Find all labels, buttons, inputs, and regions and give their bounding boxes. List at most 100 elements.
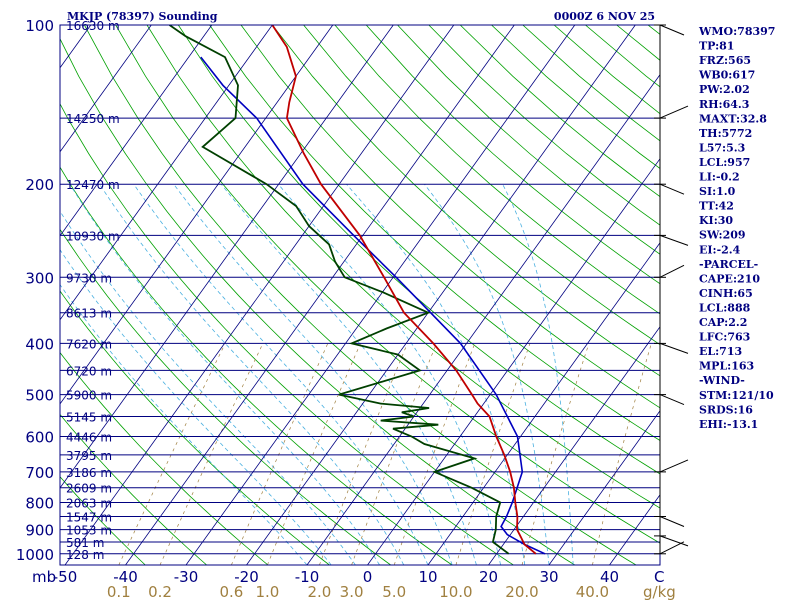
temp-tick-label: -20 — [234, 568, 259, 586]
chart-title: MKJP (78397) Sounding — [67, 10, 218, 23]
wind-barb — [659, 516, 685, 527]
pressure-unit-label: mb — [32, 568, 56, 586]
index-entry: LFC:763 — [699, 331, 750, 344]
dry-adiabat-line — [115, 25, 660, 544]
wind-barbs — [654, 24, 689, 555]
isotherm-line — [306, 74, 660, 565]
chart-grid — [0, 25, 660, 565]
mixing-ratio-tick-label: 0.1 — [107, 583, 131, 600]
pressure-tick-label: 1000 — [16, 546, 54, 564]
isotherm-line — [60, 25, 334, 405]
wind-barb — [659, 183, 685, 195]
index-entry: LCL:888 — [699, 301, 751, 314]
isotherm-line — [125, 25, 515, 565]
index-entry: EHI:-13.1 — [699, 418, 758, 431]
temp-unit-label: C — [654, 568, 664, 586]
dry-adiabat-line — [60, 228, 391, 565]
isotherm-line — [60, 25, 273, 321]
mixing-ratio-line — [118, 343, 226, 565]
mixing-ratio-line — [351, 343, 437, 565]
mixing-ratio-line — [521, 343, 590, 565]
height-label: 1547 m — [66, 511, 112, 525]
mixing-ratio-tick-label: 3.0 — [340, 583, 364, 600]
height-label: 14250 m — [66, 112, 120, 126]
temperature-trace — [271, 25, 537, 555]
temp-tick-label: -50 — [53, 568, 78, 586]
height-label: 12470 m — [66, 178, 120, 192]
temp-tick-label: 10 — [418, 568, 437, 586]
wind-barb — [659, 535, 689, 547]
dewpoint-trace — [168, 25, 510, 555]
temp-tick-label: -40 — [113, 568, 138, 586]
mixing-unit-label: g/kg — [643, 583, 676, 600]
isotherm-line — [427, 242, 660, 565]
height-label: 3186 m — [66, 466, 112, 480]
height-label: 5900 m — [66, 389, 112, 403]
parcel-trace — [200, 56, 546, 555]
index-entry: -PARCEL- — [699, 258, 758, 271]
isotherm-line — [548, 410, 660, 565]
dry-adiabat-line — [397, 25, 660, 255]
dry-adiabat-line — [365, 25, 660, 285]
moist-adiabat-line — [424, 183, 550, 565]
isotherm-line — [60, 25, 394, 489]
moist-adiabat-line — [99, 183, 405, 565]
wind-barb — [659, 394, 685, 406]
dry-adiabat-line — [60, 290, 330, 565]
dry-adiabat-line — [209, 25, 660, 441]
height-label: 2063 m — [66, 497, 112, 511]
pressure-tick-label: 900 — [25, 522, 54, 540]
index-entry: TP:81 — [699, 40, 734, 53]
index-entry: -WIND- — [699, 374, 745, 387]
wind-barb — [659, 541, 685, 555]
mixing-ratio-line — [231, 343, 329, 565]
isotherm-line — [0, 25, 30, 565]
index-entry: TT:42 — [699, 200, 734, 213]
dry-adiabat-line — [60, 102, 514, 565]
chart-traces — [168, 25, 546, 555]
wind-barb — [659, 342, 689, 354]
mixing-ratio-line — [592, 343, 652, 565]
mixing-ratio-tick-label: 10.0 — [439, 583, 472, 600]
height-label: 7620 m — [66, 337, 112, 351]
moist-adiabat-line — [502, 184, 574, 565]
dry-adiabat-line — [553, 25, 660, 115]
moist-adiabat-line — [60, 248, 332, 565]
height-label: 8613 m — [66, 307, 112, 321]
moist-adiabat-line — [277, 183, 501, 565]
index-entry: LCL:957 — [699, 156, 750, 169]
pressure-tick-label: 200 — [25, 176, 54, 194]
wind-barb — [659, 105, 689, 119]
dry-adiabat-line — [60, 351, 269, 565]
isotherm-line — [64, 25, 455, 565]
mixing-ratio-line — [319, 343, 408, 565]
mixing-ratio-line — [455, 343, 531, 565]
moist-adiabat-line — [60, 283, 308, 565]
height-label: 4446 m — [66, 431, 112, 445]
height-label: 128 m — [66, 548, 104, 562]
isotherm-line — [488, 326, 660, 565]
dry-adiabat-line — [240, 25, 660, 409]
isotherm-line — [60, 25, 213, 237]
isotherm-line — [246, 25, 636, 565]
index-entry: LI:-0.2 — [699, 171, 740, 184]
index-entry: SI:1.0 — [699, 185, 736, 198]
index-entry: STM:121/10 — [699, 389, 774, 402]
temp-tick-label: -30 — [174, 568, 199, 586]
mixing-ratio-tick-label: 1.0 — [255, 583, 279, 600]
wind-barb — [659, 234, 689, 246]
index-entry: SW:209 — [699, 229, 746, 242]
dry-adiabat-line — [334, 25, 660, 315]
moist-adiabat-line — [60, 210, 356, 565]
index-entry: EL:713 — [699, 345, 742, 358]
index-entry: L57:5.3 — [699, 141, 745, 154]
dry-adiabat-line — [84, 25, 637, 565]
height-label: 2609 m — [66, 482, 112, 496]
pressure-tick-label: 600 — [25, 429, 54, 447]
height-label: 3795 m — [66, 449, 112, 463]
wind-barb — [659, 24, 685, 36]
index-entry: RH:64.3 — [699, 98, 749, 111]
temp-tick-label: 20 — [479, 568, 498, 586]
